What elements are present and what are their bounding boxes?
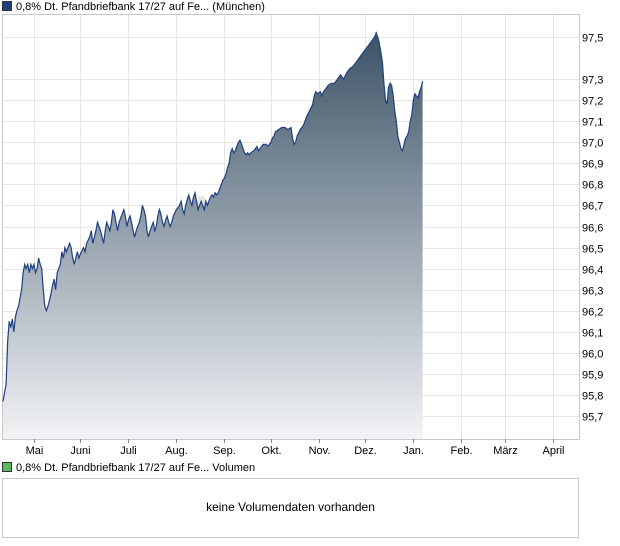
y-tick-label: 97,3 [582,75,603,87]
x-tick-label: Juni [70,445,90,457]
x-tick-label: April [542,445,564,457]
x-tick-label: Okt. [261,445,281,457]
y-tick-label: 97,0 [582,138,603,150]
y-tick-label: 96,4 [582,265,603,277]
y-tick-label: 96,1 [582,328,603,340]
x-tick-label: Feb. [450,445,472,457]
x-tick-label: Sep. [213,445,236,457]
y-tick-label: 97,2 [582,96,603,108]
y-tick-label: 96,3 [582,286,603,298]
y-tick-label: 95,8 [582,391,603,403]
volume-legend: 0,8% Dt. Pfandbriefbank 17/27 auf Fe... … [2,461,255,475]
y-tick-label: 96,8 [582,180,603,192]
y-tick-label: 96,6 [582,223,603,235]
price-area [3,32,423,440]
y-tick-label: 96,0 [582,349,603,361]
volume-legend-swatch [2,462,12,472]
y-tick-label: 95,9 [582,370,603,382]
price-legend-swatch [2,1,12,11]
y-tick-label: 96,5 [582,244,603,256]
y-tick-label: 96,9 [582,159,603,171]
x-tick-label: Aug. [165,445,188,457]
x-tick-label: Juli [120,445,137,457]
price-line [2,31,424,402]
x-tick-label: Jan. [403,445,424,457]
price-legend: 0,8% Dt. Pfandbriefbank 17/27 auf Fe... … [2,0,265,14]
price-chart: Ak 95,795,895,996,096,196,296,396,496,59… [2,14,603,457]
volume-empty-message: keine Volumendaten vorhanden [206,500,375,514]
volume-panel: keine Volumendaten vorhanden [2,478,579,538]
y-tick-label: 97,5 [582,33,603,45]
y-tick-label: 96,7 [582,201,603,213]
y-tick-label: 96,2 [582,307,603,319]
x-tick-label: Nov. [309,445,331,457]
y-tick-label: 95,7 [582,412,603,424]
y-tick-label: 97,1 [582,117,603,129]
x-tick-label: Dez. [354,445,377,457]
price-legend-label: 0,8% Dt. Pfandbriefbank 17/27 auf Fe... … [16,1,265,13]
x-tick-label: März [493,445,517,457]
volume-legend-label: 0,8% Dt. Pfandbriefbank 17/27 auf Fe... … [16,462,256,474]
x-tick-label: Mai [26,445,44,457]
